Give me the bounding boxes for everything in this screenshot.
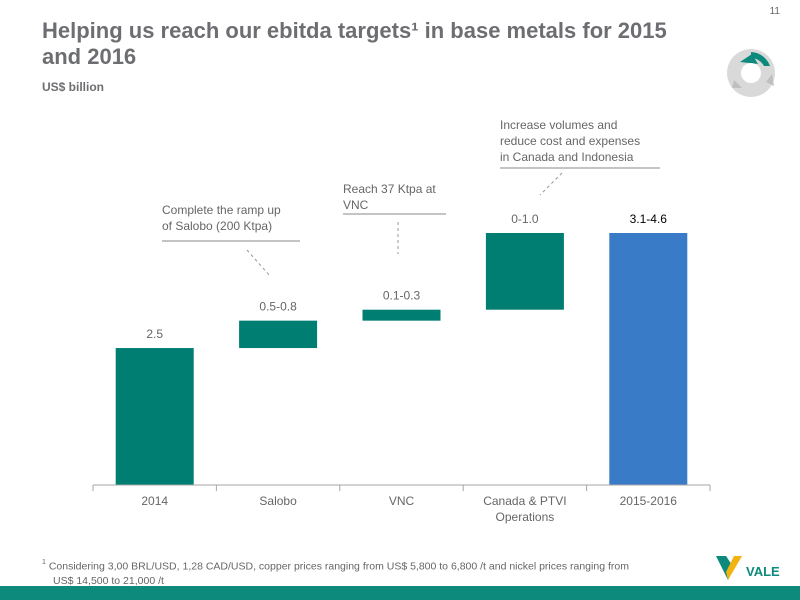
footnote-marker: 1: [42, 559, 46, 566]
slide-title: Helping us reach our ebitda targets¹ in …: [42, 18, 667, 69]
footnote: 1 Considering 3,00 BRL/USD, 1,28 CAD/USD…: [42, 557, 692, 588]
category-label: 2015-2016: [620, 494, 678, 508]
slide-subtitle: US$ billion: [42, 80, 105, 94]
page-number: 11: [769, 6, 780, 17]
bar-2014: [115, 348, 194, 485]
value-label: 2.5: [146, 327, 163, 341]
annotation-connector-canada: [539, 172, 563, 196]
annotation-salobo: Complete the ramp up of Salobo (200 Ktpa…: [162, 202, 281, 234]
value-label: 0.5-0.8: [259, 300, 297, 314]
annotation-line: Reach 37 Ktpa at: [343, 182, 436, 196]
category-label: Canada & PTVI Operations: [483, 494, 566, 524]
annotation-line: Complete the ramp up: [162, 203, 281, 217]
footnote-line-2: US$ 14,500 to 21,000 /t: [53, 574, 164, 587]
bars-layer: [115, 233, 688, 485]
value-label: 3.1-4.6: [630, 212, 668, 226]
recycle-icon: [727, 49, 775, 97]
category-label: VNC: [389, 494, 415, 508]
bar-vnc: [362, 309, 441, 321]
bottom-band: [0, 586, 800, 600]
waterfall-chart: 2.5 0.5-0.8 0.1-0.3 0-1.0 3.1-4.6 2014 Salobo…: [92, 167, 711, 524]
category-labels-layer: 2014 Salobo VNC Canada & PTVI Operations 2015…: [141, 494, 677, 524]
annotation-connector-salobo: [246, 249, 271, 277]
annotation-line: in Canada and Indonesia: [500, 150, 634, 164]
annotation-line: Increase volumes and: [500, 118, 618, 132]
category-label: 2014: [141, 494, 168, 508]
annotation-canada: Increase volumes and reduce cost and exp…: [500, 117, 640, 165]
x-ticks-layer: [92, 485, 711, 491]
annotation-line: VNC: [343, 198, 369, 212]
value-labels-layer: 2.5 0.5-0.8 0.1-0.3 0-1.0 3.1-4.6: [146, 212, 667, 341]
bar-canada-ptvi-operations: [485, 233, 564, 310]
footnote-line-1: Considering 3,00 BRL/USD, 1,28 CAD/USD, …: [48, 560, 629, 573]
annotation-line: of Salobo (200 Ktpa): [162, 219, 273, 233]
annotation-vnc: Reach 37 Ktpa at VNC: [343, 181, 436, 213]
category-label: Salobo: [259, 494, 297, 508]
bar-2015-2016: [609, 233, 688, 485]
vale-logo: VALE: [716, 556, 780, 580]
value-label: 0.1-0.3: [383, 289, 421, 303]
vale-logo-text: VALE: [746, 564, 780, 579]
annotation-line: reduce cost and expenses: [500, 134, 641, 148]
value-label: 0-1.0: [511, 212, 539, 226]
bar-salobo: [239, 320, 318, 349]
